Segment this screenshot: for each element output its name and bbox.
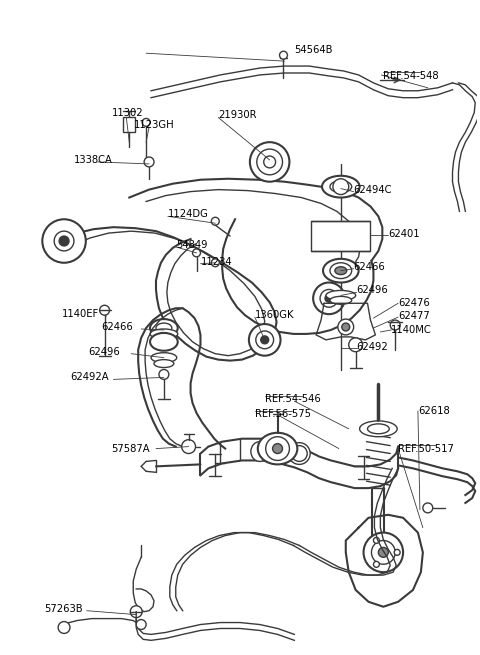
Text: REF.56-575: REF.56-575 [255, 409, 311, 419]
Text: REF.50-517: REF.50-517 [398, 443, 454, 454]
Ellipse shape [258, 433, 297, 464]
Circle shape [279, 51, 288, 59]
Circle shape [313, 282, 345, 314]
Circle shape [378, 548, 388, 557]
Ellipse shape [335, 267, 347, 274]
Circle shape [249, 324, 280, 356]
Text: 21930R: 21930R [218, 109, 257, 120]
Text: 62466: 62466 [102, 322, 133, 332]
Ellipse shape [330, 181, 352, 193]
Text: 54849: 54849 [176, 240, 207, 250]
Circle shape [256, 331, 274, 348]
Text: 62496: 62496 [357, 286, 388, 295]
Text: 1338CA: 1338CA [74, 155, 113, 165]
Circle shape [342, 323, 350, 331]
Ellipse shape [288, 443, 310, 464]
Ellipse shape [150, 333, 178, 350]
Circle shape [130, 606, 142, 618]
Circle shape [42, 219, 86, 263]
Ellipse shape [360, 421, 397, 437]
Circle shape [211, 259, 219, 267]
Circle shape [273, 443, 283, 453]
Circle shape [338, 319, 354, 335]
Circle shape [54, 231, 74, 251]
Text: 1360GK: 1360GK [255, 310, 294, 320]
Text: 54564B: 54564B [294, 45, 333, 55]
Text: 11234: 11234 [201, 257, 232, 267]
Circle shape [159, 369, 169, 379]
Circle shape [266, 437, 289, 460]
Text: 62401: 62401 [388, 229, 420, 239]
Circle shape [373, 537, 379, 544]
Circle shape [192, 249, 201, 257]
Circle shape [291, 445, 307, 461]
Text: 57263B: 57263B [44, 604, 83, 614]
Text: REF.54-546: REF.54-546 [264, 394, 321, 404]
Text: 11302: 11302 [111, 107, 143, 118]
Text: 57587A: 57587A [111, 443, 150, 454]
Circle shape [182, 440, 195, 453]
Text: 62492: 62492 [357, 342, 388, 352]
Ellipse shape [330, 296, 352, 305]
Text: 1140EF: 1140EF [62, 309, 99, 319]
Circle shape [363, 533, 403, 572]
Text: 62494C: 62494C [354, 185, 392, 195]
Circle shape [250, 142, 289, 181]
Ellipse shape [154, 360, 174, 367]
Circle shape [264, 156, 276, 168]
Ellipse shape [323, 259, 359, 282]
Circle shape [372, 540, 395, 564]
Circle shape [320, 290, 338, 307]
Text: 1124DG: 1124DG [168, 210, 209, 219]
Ellipse shape [368, 424, 389, 434]
Circle shape [142, 119, 150, 126]
Text: 62477: 62477 [398, 311, 430, 321]
Circle shape [349, 338, 362, 352]
Circle shape [257, 149, 283, 175]
Circle shape [333, 179, 349, 195]
Text: 62492A: 62492A [70, 373, 108, 383]
Text: 62618: 62618 [418, 406, 450, 416]
Text: 62466: 62466 [354, 262, 385, 272]
Circle shape [58, 622, 70, 633]
Circle shape [100, 305, 109, 315]
Ellipse shape [251, 441, 269, 461]
Ellipse shape [151, 352, 177, 363]
Ellipse shape [330, 263, 352, 278]
Text: 1123GH: 1123GH [134, 121, 175, 130]
Text: REF.54-548: REF.54-548 [384, 71, 439, 81]
Circle shape [261, 336, 269, 344]
FancyBboxPatch shape [311, 221, 371, 251]
Circle shape [325, 294, 333, 303]
Ellipse shape [150, 329, 178, 339]
Circle shape [394, 550, 400, 555]
Circle shape [373, 561, 379, 567]
Ellipse shape [326, 290, 356, 301]
Circle shape [211, 217, 219, 225]
Circle shape [136, 620, 146, 629]
Circle shape [144, 157, 154, 167]
Circle shape [390, 320, 400, 330]
Text: 62496: 62496 [88, 346, 120, 357]
Ellipse shape [156, 323, 172, 333]
Circle shape [423, 503, 433, 513]
FancyBboxPatch shape [123, 117, 135, 132]
Ellipse shape [150, 319, 178, 337]
Ellipse shape [322, 176, 360, 198]
Circle shape [59, 236, 69, 246]
Text: 1140MC: 1140MC [391, 325, 432, 335]
Text: 62476: 62476 [398, 298, 430, 309]
